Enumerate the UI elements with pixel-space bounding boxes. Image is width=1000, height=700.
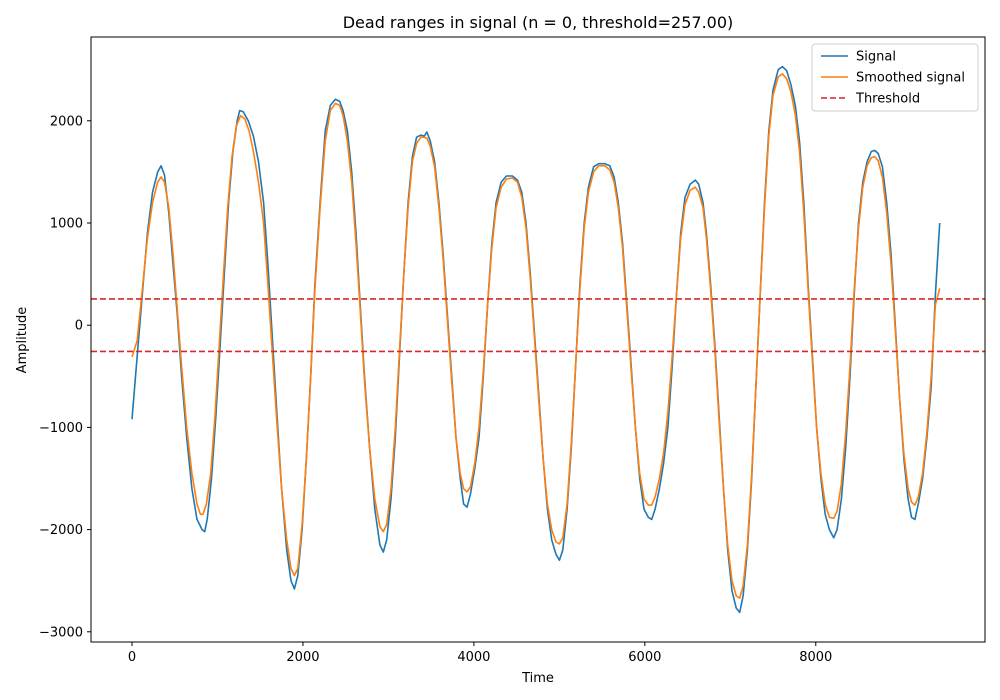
y-axis-label: Amplitude bbox=[15, 307, 30, 374]
x-tick-label: 8000 bbox=[799, 650, 832, 665]
chart-title: Dead ranges in signal (n = 0, threshold=… bbox=[343, 13, 734, 32]
series-group bbox=[91, 65, 985, 614]
y-tick-label: 2000 bbox=[50, 114, 83, 129]
x-tick-label: 4000 bbox=[457, 650, 490, 665]
x-axis-label: Time bbox=[521, 671, 554, 686]
legend-box bbox=[811, 43, 979, 112]
y-tick-label: −3000 bbox=[39, 625, 83, 640]
x-tick-label: 2000 bbox=[286, 650, 319, 665]
legend-label-signal: Signal bbox=[856, 50, 896, 65]
x-tick-label: 0 bbox=[128, 650, 136, 665]
smoothed-signal-line bbox=[131, 73, 941, 599]
plot-frame bbox=[90, 36, 986, 643]
y-tick-label: −2000 bbox=[39, 523, 83, 538]
legend-label-smoothed-signal: Smoothed signal bbox=[856, 71, 965, 86]
legend-label-threshold: Threshold bbox=[855, 92, 920, 107]
x-tick-label: 6000 bbox=[628, 650, 661, 665]
y-tick-label: 1000 bbox=[50, 216, 83, 231]
y-tick-label: −1000 bbox=[39, 421, 83, 436]
x-axis: 0 2000 4000 6000 8000 bbox=[128, 642, 832, 665]
y-axis: −3000 −2000 −1000 0 1000 2000 bbox=[39, 114, 91, 640]
y-tick-label: 0 bbox=[75, 319, 83, 334]
legend: Signal Smoothed signal Threshold bbox=[811, 43, 979, 112]
plot-area bbox=[91, 65, 985, 614]
